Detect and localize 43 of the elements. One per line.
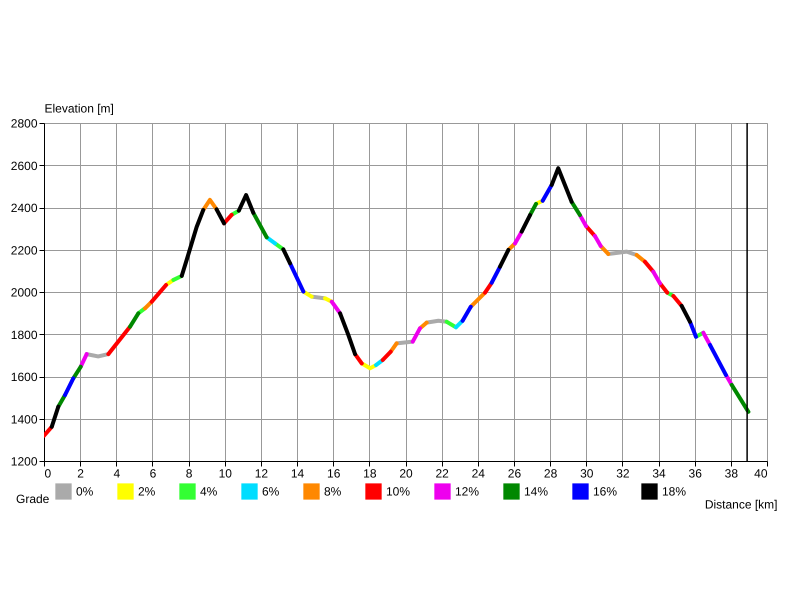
legend-label: 8% (324, 484, 342, 498)
x-tick-label: 40 (754, 466, 768, 480)
y-tick-label: 2600 (10, 158, 38, 173)
legend-label: 6% (262, 484, 280, 498)
legend-label: 4% (200, 484, 218, 498)
x-tick-label: 6 (150, 466, 157, 480)
x-tick-label: 24 (472, 466, 486, 480)
y-axis-title: Elevation [m] (44, 102, 114, 116)
x-tick-label: 32 (616, 466, 630, 480)
legend-label: 0% (76, 484, 94, 498)
x-tick-label: 18 (363, 466, 377, 480)
x-tick-label: 28 (544, 466, 558, 480)
x-tick-label: 10 (218, 466, 232, 480)
x-tick-label: 26 (508, 466, 522, 480)
legend-label: 12% (455, 484, 480, 498)
x-tick-label: 14 (290, 466, 305, 480)
x-tick-label: 0 (44, 466, 52, 480)
y-tick-label: 2400 (10, 201, 38, 215)
x-tick-label: 20 (399, 466, 413, 480)
y-tick-label: 1600 (10, 370, 38, 384)
x-tick-label: 30 (580, 466, 594, 480)
legend-label: 10% (386, 484, 410, 498)
legend-label: 14% (524, 484, 548, 498)
x-tick-label: 12 (254, 466, 268, 480)
y-tick-label: 1400 (10, 412, 38, 426)
x-axis-title: Distance [km] (704, 498, 778, 512)
x-tick-label: 36 (688, 466, 702, 480)
legend-title: Grade (16, 492, 50, 506)
x-tick-label: 34 (652, 466, 666, 480)
x-tick-label: 38 (724, 466, 738, 480)
x-tick-label: 2 (77, 466, 84, 480)
y-tick-label: 2800 (10, 116, 38, 130)
y-tick-label: 1800 (10, 328, 38, 342)
y-tick-label: 1200 (10, 454, 38, 468)
legend-label: 16% (593, 484, 618, 498)
legend-label: 18% (662, 484, 686, 498)
x-tick-label: 4 (113, 466, 120, 480)
legend-label: 2% (138, 484, 156, 498)
x-tick-label: 8 (186, 466, 193, 480)
x-tick-label: 22 (435, 466, 450, 480)
y-tick-label: 2200 (10, 243, 38, 258)
x-tick-label: 16 (327, 466, 341, 480)
y-tick-label: 2000 (10, 286, 38, 300)
